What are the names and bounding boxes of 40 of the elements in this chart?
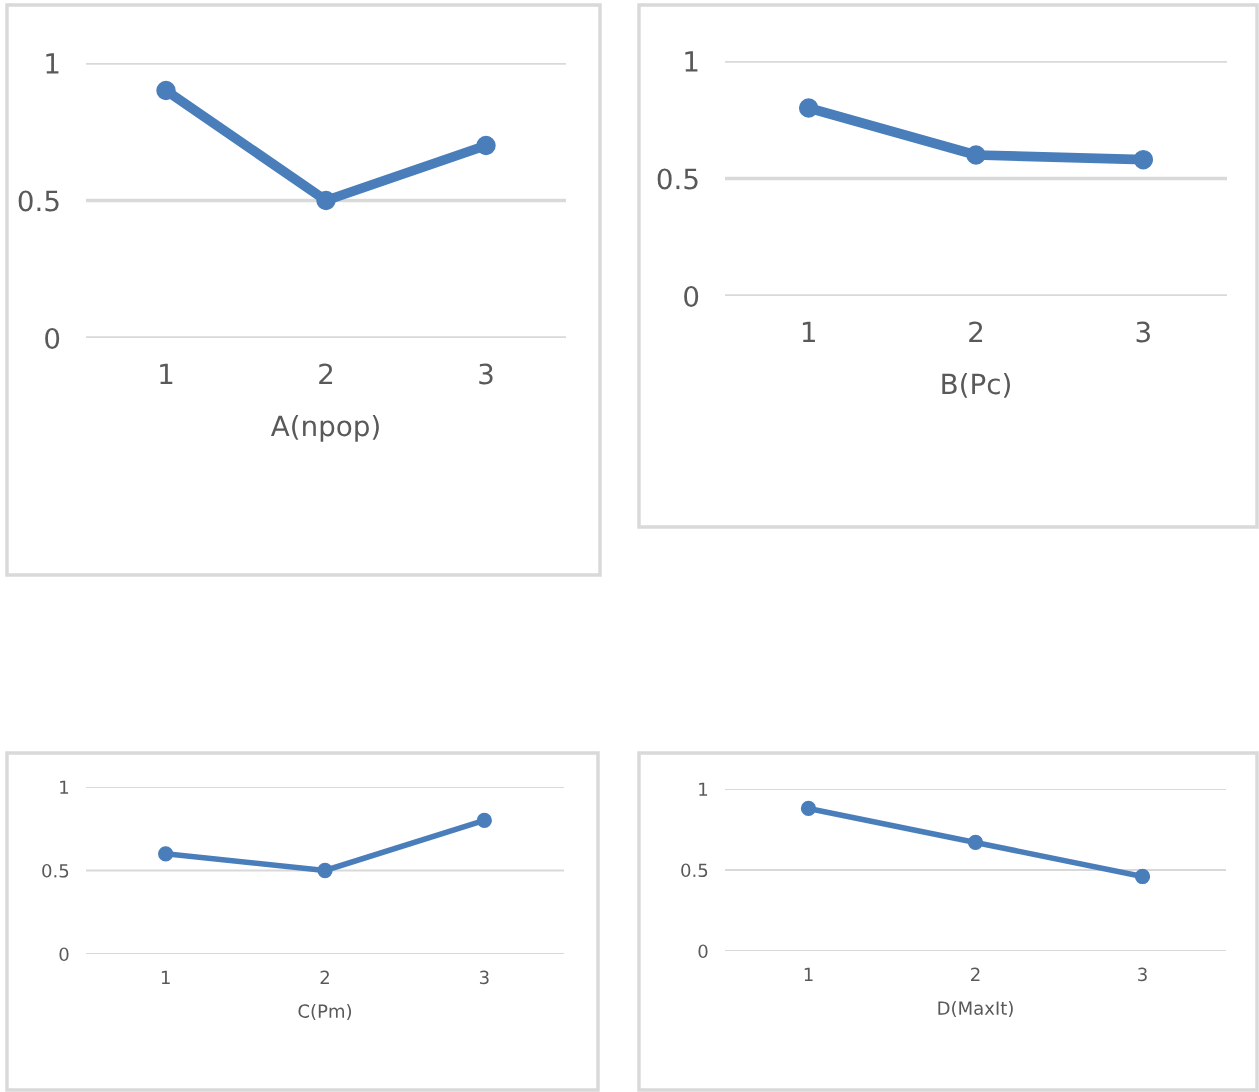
x-tick-label: 2 (320, 970, 329, 984)
point (316, 190, 336, 211)
point (317, 862, 333, 879)
point (158, 846, 174, 862)
y-tick-label: 0.5 (42, 863, 69, 878)
x-tick-label: 3 (479, 363, 493, 385)
point (1134, 868, 1151, 885)
x-axis-title: B(Pc) (942, 372, 1010, 398)
x-tick-label: 3 (1138, 967, 1147, 982)
x-axis-title: D(MaxIt) (938, 1000, 1013, 1018)
point (798, 98, 819, 118)
x-axis-title: C(Pm) (298, 1003, 352, 1021)
y-tick-label: 0 (684, 285, 699, 307)
y-tick-label: 0.5 (18, 190, 59, 212)
y-tick-label: 1 (46, 53, 59, 74)
x-tick-label: 2 (971, 967, 980, 981)
x-tick-label: 3 (1136, 321, 1150, 343)
x-axis-title: A(npop) (270, 414, 379, 442)
x-tick-label: 1 (802, 321, 815, 343)
point (156, 80, 176, 101)
point (966, 145, 986, 165)
point (800, 800, 817, 817)
y-tick-label: 0 (59, 947, 69, 962)
point (476, 135, 496, 156)
y-tick-label: 0.5 (681, 863, 708, 878)
point (1133, 149, 1154, 170)
point (476, 812, 492, 829)
x-tick-label: 1 (161, 970, 170, 984)
y-tick-label: 1 (685, 51, 698, 72)
x-tick-label: 2 (319, 363, 333, 385)
y-tick-label: 1 (60, 780, 69, 794)
y-tick-label: 0 (45, 327, 60, 349)
y-tick-label: 0.5 (657, 168, 698, 190)
y-tick-label: 0 (698, 944, 708, 959)
x-tick-label: 2 (969, 321, 983, 343)
point (967, 834, 984, 851)
x-tick-label: 1 (160, 363, 173, 385)
x-tick-label: 1 (804, 967, 813, 981)
y-tick-label: 1 (699, 782, 708, 796)
x-tick-label: 3 (479, 970, 489, 985)
